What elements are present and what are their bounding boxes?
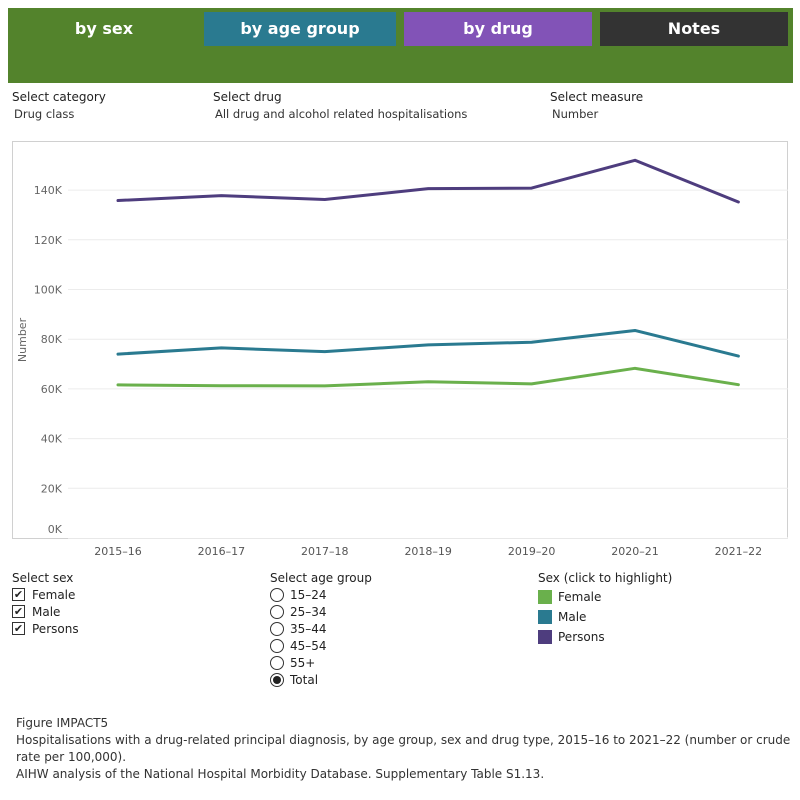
sex-option-female[interactable]: ✔ Female <box>12 587 79 604</box>
tab-bar: by sex by age group by drug Notes <box>8 8 793 83</box>
select-age-title: Select age group <box>270 571 372 585</box>
legend-male-label: Male <box>558 610 587 624</box>
age-25-34-radio[interactable] <box>270 605 284 619</box>
y-tick-label: 80K <box>41 333 63 346</box>
female-option-label: Female <box>32 588 76 602</box>
age-55-plus-label: 55+ <box>290 656 316 670</box>
y-tick-label: 0K <box>48 523 63 536</box>
age-45-54-radio[interactable] <box>270 639 284 653</box>
y-tick-label: 40K <box>41 433 63 446</box>
y-tick-label: 140K <box>34 184 63 197</box>
series-line-female[interactable] <box>116 366 740 388</box>
figure-source: AIHW analysis of the National Hospital M… <box>16 767 545 781</box>
x-tick-label: 2019–20 <box>508 545 556 558</box>
tab-by-sex[interactable]: by sex <box>8 8 200 50</box>
series-line-persons[interactable] <box>116 158 740 204</box>
age-45-54-label: 45–54 <box>290 639 327 653</box>
y-axis-label: Number <box>16 317 29 362</box>
age-option-45-54[interactable]: 45–54 <box>270 638 372 655</box>
female-swatch <box>538 590 552 604</box>
measure-filter: Select measure Number <box>550 90 643 121</box>
drug-filter-value[interactable]: All drug and alcohol related hospitalisa… <box>215 107 468 121</box>
x-tick-label: 2015–16 <box>94 545 142 558</box>
series-lines[interactable] <box>116 158 740 388</box>
age-option-25-34[interactable]: 25–34 <box>270 604 372 621</box>
x-tick-label: 2020–21 <box>611 545 659 558</box>
figure-number: Figure IMPACT5 <box>16 716 109 730</box>
sex-option-male[interactable]: ✔ Male <box>12 604 79 621</box>
series-line-male[interactable] <box>116 329 740 358</box>
male-swatch <box>538 610 552 624</box>
y-tick-label: 60K <box>41 383 63 396</box>
x-tick-label: 2021–22 <box>715 545 763 558</box>
figure-description: Hospitalisations with a drug-related pri… <box>16 733 791 764</box>
x-tick-label: 2016–17 <box>198 545 246 558</box>
legend-female-label: Female <box>558 590 602 604</box>
y-axis-ticks: 0K 20K 40K 60K 80K 100K 120K 140K <box>34 184 63 536</box>
age-option-total[interactable]: Total <box>270 672 372 689</box>
sex-legend-title: Sex (click to highlight) <box>538 571 673 585</box>
legend-item-persons[interactable]: Persons <box>538 627 672 647</box>
drug-filter-label: Select drug <box>213 90 282 104</box>
persons-checkbox[interactable]: ✔ <box>12 622 25 635</box>
line-chart: 0K 20K 40K 60K 80K 100K 120K 140K 2015–16 2016–1… <box>16 158 788 558</box>
tab-by-age-group[interactable]: by age group <box>204 12 396 46</box>
tab-notes[interactable]: Notes <box>600 12 788 46</box>
sex-legend: Sex (click to highlight) Female Male Per… <box>538 571 672 647</box>
figure-caption: Figure IMPACT5 Hospitalisations with a d… <box>16 715 791 783</box>
age-15-24-label: 15–24 <box>290 588 327 602</box>
gridlines <box>68 189 788 539</box>
category-filter: Select category Drug class <box>12 90 106 121</box>
female-checkbox[interactable]: ✔ <box>12 588 25 601</box>
drug-filter: Select drug All drug and alcohol related… <box>213 90 467 121</box>
male-option-label: Male <box>32 605 61 619</box>
category-filter-value[interactable]: Drug class <box>14 107 75 121</box>
age-25-34-label: 25–34 <box>290 605 327 619</box>
y-tick-label: 20K <box>41 482 63 495</box>
persons-option-label: Persons <box>32 622 79 636</box>
legend-item-male[interactable]: Male <box>538 607 672 627</box>
age-15-24-radio[interactable] <box>270 588 284 602</box>
category-filter-label: Select category <box>12 90 106 104</box>
x-tick-label: 2018–19 <box>404 545 452 558</box>
legend-persons-label: Persons <box>558 630 605 644</box>
age-55-plus-radio[interactable] <box>270 656 284 670</box>
age-35-44-label: 35–44 <box>290 622 327 636</box>
measure-filter-label: Select measure <box>550 90 644 104</box>
age-option-35-44[interactable]: 35–44 <box>270 621 372 638</box>
age-total-radio[interactable] <box>270 673 284 687</box>
x-axis-ticks: 2015–16 2016–17 2017–18 2018–19 2019–20 2020–… <box>94 545 762 558</box>
select-sex: Select sex ✔ Female ✔ Male ✔ Persons <box>12 571 79 638</box>
male-checkbox[interactable]: ✔ <box>12 605 25 618</box>
select-age-group: Select age group 15–24 25–34 35–44 45–54… <box>270 571 372 689</box>
tab-by-drug[interactable]: by drug <box>404 12 592 46</box>
age-35-44-radio[interactable] <box>270 622 284 636</box>
y-tick-label: 120K <box>34 234 63 247</box>
age-total-label: Total <box>290 673 319 687</box>
age-option-15-24[interactable]: 15–24 <box>270 587 372 604</box>
measure-filter-value[interactable]: Number <box>552 107 599 121</box>
x-tick-label: 2017–18 <box>301 545 349 558</box>
age-option-55-plus[interactable]: 55+ <box>270 655 372 672</box>
legend-item-female[interactable]: Female <box>538 587 672 607</box>
select-sex-title: Select sex <box>12 571 74 585</box>
sex-option-persons[interactable]: ✔ Persons <box>12 621 79 638</box>
y-tick-label: 100K <box>34 284 63 297</box>
persons-swatch <box>538 630 552 644</box>
